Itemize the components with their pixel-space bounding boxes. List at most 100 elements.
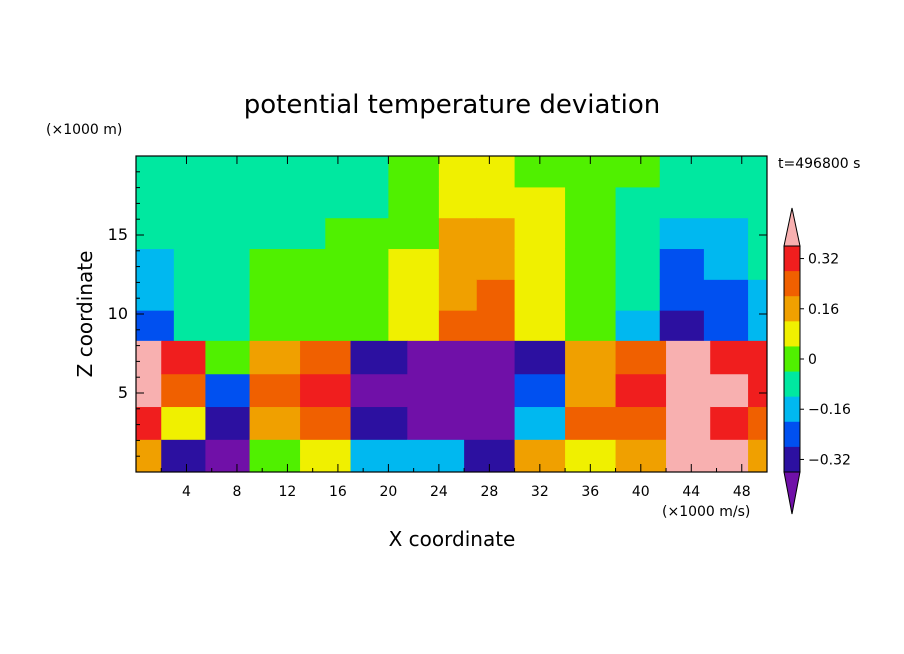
colorbar-segment <box>784 296 800 322</box>
x-tick-label: 44 <box>682 484 700 500</box>
field-cell <box>161 373 207 408</box>
y-unit-label: (×1000 m) <box>46 122 122 138</box>
field-cell <box>249 310 326 342</box>
field-cell <box>703 217 749 250</box>
time-label: t=496800 s <box>778 156 860 172</box>
field-cell <box>438 310 478 342</box>
field-cell <box>136 248 175 280</box>
field-cell <box>249 406 301 440</box>
field-cell <box>136 279 175 311</box>
field-cell <box>666 406 711 440</box>
x-tick-label: 40 <box>632 484 650 500</box>
field-cell <box>615 248 661 280</box>
field-cell <box>703 310 749 342</box>
field-cell <box>136 186 175 219</box>
field-cell <box>710 439 749 472</box>
field-cell <box>249 186 326 219</box>
field-cell <box>173 186 251 219</box>
field-cell <box>173 279 251 311</box>
field-cell <box>161 439 207 472</box>
field-cell <box>350 340 408 375</box>
colorbar-segment <box>784 371 800 398</box>
field-cell <box>300 340 352 375</box>
field-cell <box>565 248 617 280</box>
field-cell <box>438 217 478 250</box>
field-cell <box>748 186 767 219</box>
field-cell <box>136 373 162 408</box>
field-cell <box>300 373 352 408</box>
field-cell <box>464 373 516 408</box>
field-cell <box>514 186 566 219</box>
field-cell <box>249 340 301 375</box>
field-cell <box>325 156 389 188</box>
x-unit-label: (×1000 m/s) <box>662 504 750 520</box>
field-cell <box>476 310 516 342</box>
field-cell <box>710 340 749 375</box>
field-cell <box>388 310 440 342</box>
field-cell <box>136 217 175 250</box>
field-cell <box>173 217 251 250</box>
field-cell <box>703 248 749 280</box>
field-cell <box>388 156 440 188</box>
field-cell <box>659 279 705 311</box>
y-tick-label: 15 <box>108 225 128 244</box>
field-cell <box>748 217 767 250</box>
field-cell <box>464 406 516 440</box>
field-cell <box>350 439 408 472</box>
x-axis-label: X coordinate <box>389 527 516 551</box>
colorbar-tick-label: 0 <box>808 352 817 368</box>
colorbar-segment <box>784 246 800 272</box>
field-cell <box>388 279 440 311</box>
field-cell <box>748 310 767 342</box>
field-cell <box>514 310 566 342</box>
field-cell <box>615 373 667 408</box>
field-cell <box>407 340 465 375</box>
field-cell <box>325 248 389 280</box>
field-cell <box>666 439 711 472</box>
field-cell <box>748 340 767 375</box>
colorbar-segment <box>784 396 800 423</box>
field-cell <box>615 310 661 342</box>
field-cell <box>249 373 301 408</box>
field-cell <box>136 340 162 375</box>
field-cell <box>249 439 301 472</box>
colorbar-tick-label: −0.32 <box>808 452 851 468</box>
x-tick-label: 48 <box>733 484 751 500</box>
field-cell <box>615 340 667 375</box>
field-cell <box>173 248 251 280</box>
field-cell <box>666 340 711 375</box>
field-cell <box>205 439 251 472</box>
colorbar-segment <box>784 446 800 473</box>
x-tick-label: 8 <box>232 484 241 500</box>
field-cell <box>565 186 617 219</box>
field-cell <box>565 406 617 440</box>
colorbar-tick-label: 0.32 <box>808 252 839 268</box>
field-cell <box>659 310 705 342</box>
field-cell <box>438 248 478 280</box>
field-cell <box>748 248 767 280</box>
field-cell <box>476 186 516 219</box>
field-cell <box>703 279 749 311</box>
field-cell <box>476 279 516 311</box>
colorbar-segment <box>784 321 800 347</box>
colorbar: 0.32 0.16 0 −0.16 −0.32 <box>783 207 851 515</box>
field-cell <box>205 340 251 375</box>
field-cell <box>325 186 389 219</box>
field-cell <box>136 439 162 472</box>
field-cell <box>325 279 389 311</box>
field-cell <box>514 217 566 250</box>
field-cell <box>659 156 705 188</box>
field-cell <box>173 310 251 342</box>
field-cell <box>173 156 251 188</box>
field-cell <box>659 186 705 219</box>
x-tick-label: 24 <box>430 484 448 500</box>
field-cell <box>565 217 617 250</box>
field-cell <box>249 248 326 280</box>
y-tick-label: 10 <box>108 304 128 323</box>
x-tick-label: 4 <box>182 484 191 500</box>
y-axis-label: Z coordinate <box>73 251 97 378</box>
field-cell <box>615 217 661 250</box>
field-cell <box>703 186 749 219</box>
field-cell <box>748 406 767 440</box>
